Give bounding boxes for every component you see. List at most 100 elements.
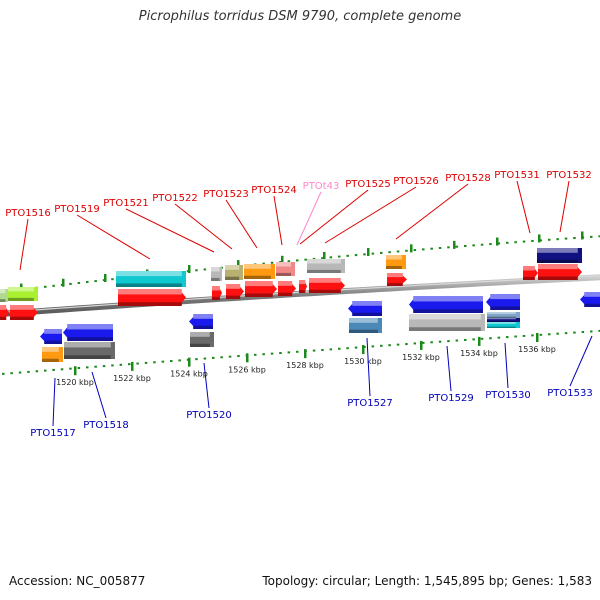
tick-dot xyxy=(119,363,123,366)
tick-dot xyxy=(287,260,291,263)
tick-dot xyxy=(102,365,106,368)
tick-dot xyxy=(573,331,576,334)
gene-pto1524 xyxy=(278,281,296,296)
tick-dot xyxy=(422,341,425,344)
gene-highlight xyxy=(190,332,210,337)
gene-highlight xyxy=(487,318,516,320)
gene-box-h xyxy=(307,259,345,273)
gene-box-n xyxy=(349,318,382,333)
tick-dot xyxy=(422,248,425,251)
tick-dot xyxy=(590,330,593,333)
gene-pto1528 xyxy=(387,273,407,286)
major-tick xyxy=(367,248,370,257)
tick-label: 1520 kbp xyxy=(56,378,94,387)
gene-label-bottom: PTO1518 xyxy=(83,420,128,431)
gene-shadow xyxy=(387,283,403,286)
tick-dot xyxy=(539,239,543,242)
tick-dot xyxy=(354,254,358,257)
gene-pto1515 xyxy=(0,305,9,320)
tick-dot xyxy=(413,342,417,345)
tick-label: 1530 kbp xyxy=(344,357,382,366)
gene-highlight xyxy=(538,264,578,270)
tick-dot xyxy=(287,351,291,354)
leader-line xyxy=(559,180,570,233)
gene-shadow xyxy=(307,269,341,273)
gene-label-top: PTO1523 xyxy=(203,189,248,200)
tick-dot xyxy=(321,257,324,260)
gene-shadow xyxy=(309,289,341,293)
gene-highlight xyxy=(64,342,111,348)
gene-pto1518 xyxy=(63,324,113,341)
tick-dot xyxy=(405,343,408,346)
tick-dot xyxy=(2,372,5,375)
gene-pto1532 xyxy=(538,264,582,280)
tick-dot xyxy=(489,337,492,340)
tick-dot xyxy=(581,331,585,334)
gene-label-top: PTO1528 xyxy=(445,173,490,184)
leader-line xyxy=(174,203,233,250)
tick-dot xyxy=(447,340,450,343)
tick-label: 1522 kbp xyxy=(113,374,151,383)
tick-dot xyxy=(254,353,257,356)
gene-shadow xyxy=(538,276,578,280)
major-tick xyxy=(496,237,499,246)
gene-highlight xyxy=(523,266,535,271)
gene-label-bottom: PTO1530 xyxy=(485,390,530,401)
gene-pto1527 xyxy=(348,301,382,316)
gene-shadow xyxy=(584,303,600,307)
gene-highlight xyxy=(0,289,6,294)
tick-dot xyxy=(380,344,383,347)
tick-dot xyxy=(564,332,568,335)
major-tick xyxy=(237,260,240,269)
major-tick xyxy=(538,234,541,243)
gene-label-bottom: PTO1533 xyxy=(547,388,592,399)
gene-shadow xyxy=(212,296,220,300)
gene-highlight xyxy=(245,281,273,287)
gene-box-g xyxy=(276,262,295,276)
tick-dot xyxy=(44,369,47,372)
gene-highlight xyxy=(409,314,481,320)
leader-line xyxy=(273,195,283,246)
tick-dot xyxy=(60,368,64,371)
tick-dot xyxy=(472,338,475,341)
tick-dot xyxy=(136,362,139,365)
leader-line xyxy=(52,377,56,427)
gene-shadow xyxy=(487,316,516,318)
tick-dot xyxy=(438,340,442,343)
gene-pto1529 xyxy=(409,296,483,313)
gene-box-p3 xyxy=(487,322,520,328)
gene-highlight xyxy=(193,314,213,319)
gene-shadow xyxy=(349,329,378,333)
tick-dot xyxy=(556,238,559,241)
leader-line xyxy=(296,191,322,246)
tick-dot xyxy=(237,355,240,358)
leader-line xyxy=(125,208,215,253)
gene-pto1520 xyxy=(189,314,213,329)
gene-box-e xyxy=(225,265,243,280)
leader-line xyxy=(19,218,29,271)
gene-box-o xyxy=(409,314,485,331)
gene-box-a xyxy=(0,289,8,302)
tick-dot xyxy=(195,269,198,272)
gene-highlight xyxy=(42,347,59,352)
gene-shadow xyxy=(226,295,241,299)
tick-dot xyxy=(329,348,333,351)
major-tick xyxy=(104,274,107,283)
tick-dot xyxy=(203,357,207,360)
major-tick xyxy=(362,345,365,355)
gene-highlight xyxy=(226,284,241,289)
gene-pto1530 xyxy=(486,294,520,310)
accession-text: Accession: NC_005877 xyxy=(9,574,146,588)
gene-highlight xyxy=(118,289,182,295)
tick-dot xyxy=(548,333,551,336)
tick-dot xyxy=(396,250,400,253)
tick-dot xyxy=(212,356,215,359)
gene-label-top: PTO1532 xyxy=(546,170,591,181)
tick-dot xyxy=(380,251,383,254)
major-tick xyxy=(62,278,65,287)
tick-dot xyxy=(270,352,274,355)
gene-shadow xyxy=(245,293,273,297)
tick-dot xyxy=(262,353,265,356)
tick-dot xyxy=(556,332,559,335)
